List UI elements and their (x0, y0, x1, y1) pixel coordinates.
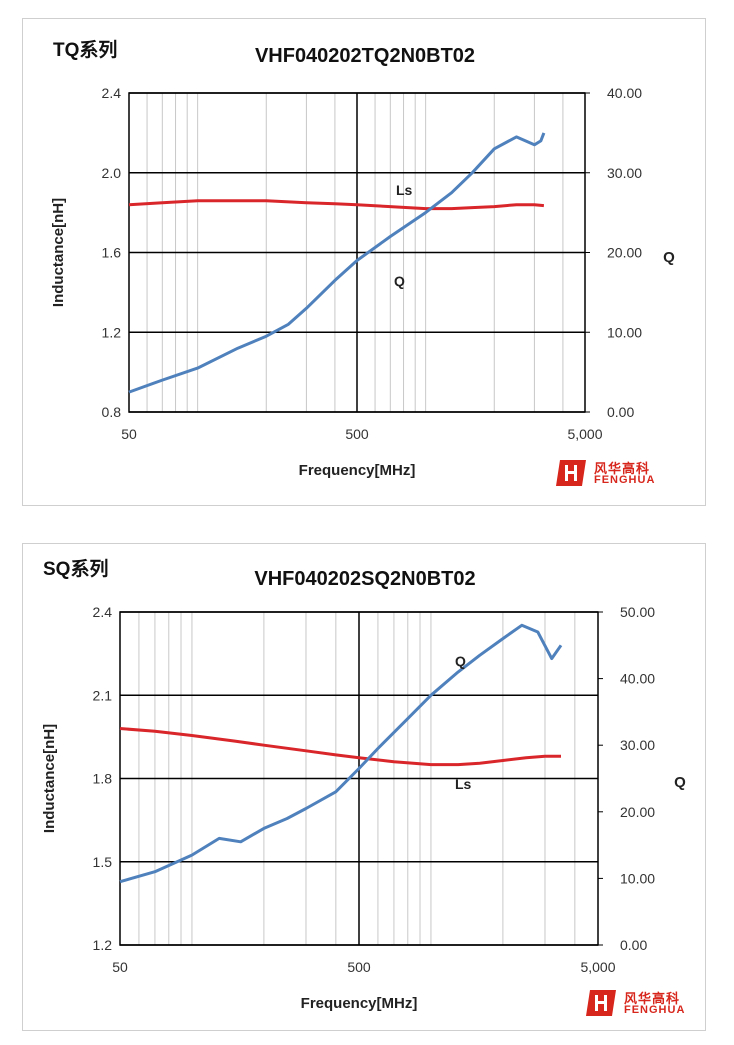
q-series-label: Q (455, 653, 466, 669)
logo-text-en: FENGHUA (624, 1004, 686, 1016)
chart-canvas: 1.2 1.5 1.8 2.1 2.4 0.00 10.00 20.00 30.00 40.00 5… (41, 604, 686, 1012)
series-tag: TQ系列 (53, 40, 118, 61)
ls-series-label: Ls (455, 776, 472, 792)
y2-tick-label: 20.00 (620, 804, 655, 820)
logo-text-en: FENGHUA (594, 474, 656, 486)
y-axis-label: Inductance[nH] (41, 724, 58, 833)
fenghua-logo-icon (556, 460, 586, 486)
y-tick-label: 2.4 (102, 85, 122, 101)
chart-panel-tq: TQ系列 VHF040202TQ2N0BT02 0.8 1.2 1.6 2.0 2.4 0… (22, 18, 706, 506)
q-series-line (119, 623, 563, 884)
x-tick-label: 5,000 (567, 426, 602, 442)
x-tick-label: 500 (347, 959, 371, 975)
y2-axis-label: Q (663, 249, 675, 266)
y-tick-label: 1.8 (93, 771, 113, 787)
y-tick-label: 2.1 (93, 687, 113, 703)
x-axis-label: Frequency[MHz] (301, 995, 418, 1012)
ls-series-line (119, 727, 561, 767)
y2-tick-label: 0.00 (607, 404, 634, 420)
y2-tick-label: 20.00 (607, 245, 642, 261)
q-series-line (128, 132, 546, 394)
fenghua-logo: 风华高科 FENGHUA (556, 458, 686, 494)
chart-canvas: 0.8 1.2 1.6 2.0 2.4 0.00 10.00 20.00 30.00 40.00 5… (50, 85, 675, 479)
ls-series-label: Ls (396, 182, 413, 198)
y2-tick-label: 10.00 (620, 870, 655, 886)
y-axis-label: Inductance[nH] (50, 198, 67, 307)
x-tick-label: 5,000 (580, 959, 615, 975)
y2-tick-label: 30.00 (620, 737, 655, 753)
fenghua-logo: 风华高科 FENGHUA (586, 988, 716, 1024)
x-axis-label: Frequency[MHz] (299, 462, 416, 479)
logo-text-cn: 风华高科 (624, 991, 681, 1006)
logo-text-cn: 风华高科 (594, 461, 651, 476)
series-tag: SQ系列 (43, 559, 109, 580)
chart-title: VHF040202SQ2N0BT02 (254, 568, 476, 590)
q-series-label: Q (394, 273, 405, 289)
y-tick-label: 1.2 (93, 937, 113, 953)
y-tick-label: 1.2 (102, 324, 122, 340)
fenghua-logo-icon (586, 990, 616, 1016)
y-tick-label: 1.6 (102, 245, 122, 261)
chart-title: VHF040202TQ2N0BT02 (254, 45, 476, 67)
x-tick-label: 500 (345, 426, 369, 442)
y2-tick-label: 40.00 (620, 671, 655, 687)
y2-tick-label: 40.00 (607, 85, 642, 101)
y-tick-label: 0.8 (102, 404, 122, 420)
y2-tick-label: 50.00 (620, 604, 655, 620)
y-tick-label: 2.0 (102, 165, 122, 181)
ls-series-line (128, 199, 545, 211)
plot-area (119, 611, 599, 946)
y2-tick-label: 10.00 (607, 324, 642, 340)
y2-tick-label: 0.00 (620, 937, 647, 953)
chart-panel-sq: SQ系列 VHF040202SQ2N0BT02 1.2 1.5 1.8 2.1 2.4 0… (22, 543, 706, 1031)
y-tick-label: 1.5 (93, 854, 113, 870)
y2-tick-label: 30.00 (607, 165, 642, 181)
x-tick-label: 50 (121, 426, 137, 442)
y-tick-label: 2.4 (93, 604, 113, 620)
y2-axis-label: Q (674, 774, 686, 791)
x-tick-label: 50 (112, 959, 128, 975)
